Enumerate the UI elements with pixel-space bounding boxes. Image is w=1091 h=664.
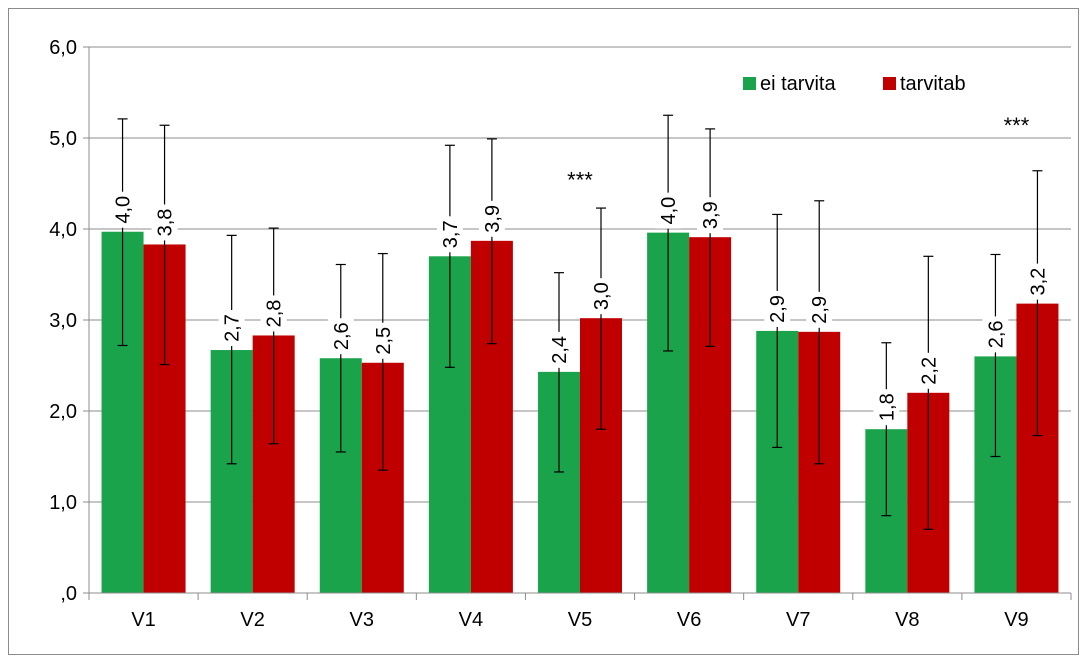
data-label: 1,8 — [873, 389, 900, 426]
data-label-text: 3,7 — [440, 220, 462, 248]
data-label: 3,7 — [436, 216, 463, 253]
data-label-background — [151, 204, 178, 241]
data-labels: 4,0 2,7 2,6 3,7 2,4 4,0 2,9 1,8 2,6 3,8 2,8 2,5 3,9 3… — [109, 112, 1051, 426]
data-label-background — [478, 200, 505, 237]
data-label: 3,9 — [697, 197, 724, 234]
data-label-text: 2,6 — [331, 322, 353, 350]
data-label-text: 3,0 — [591, 282, 613, 310]
data-label-background — [218, 310, 245, 347]
data-label-text: 2,8 — [264, 300, 286, 328]
data-label-text: 3,9 — [700, 201, 722, 229]
x-tick-label: V6 — [677, 609, 701, 631]
data-label-background — [260, 295, 287, 332]
x-tick-label: V9 — [1004, 609, 1028, 631]
axes: ,0 1,0 2,0 3,0 4,0 5,0 6,0 V1 V2 V3 V4 V5 V6 V7 V8 V9 — [49, 37, 1072, 631]
data-label-text: 2,7 — [222, 314, 244, 342]
x-tick-label: V4 — [459, 609, 483, 631]
significance-marker: *** — [1004, 113, 1030, 138]
legend-label: tarvitab — [900, 73, 966, 95]
data-label: 3,2 — [1024, 263, 1051, 300]
data-label-background — [327, 318, 354, 355]
data-label-text: 2,4 — [549, 336, 571, 364]
legend-swatch — [743, 77, 756, 90]
significance-background — [556, 167, 604, 190]
data-label: 2,6 — [327, 318, 354, 355]
y-tick-label: 2,0 — [49, 401, 77, 423]
data-label-text: 2,6 — [985, 320, 1007, 348]
data-label-background — [1024, 263, 1051, 300]
data-label: 2,9 — [764, 290, 791, 327]
data-label: 2,4 — [546, 331, 572, 368]
data-label-text: 4,0 — [658, 197, 680, 225]
data-label: 2,8 — [260, 295, 287, 332]
x-tick-label: V7 — [786, 609, 810, 631]
data-label: 2,7 — [218, 310, 245, 347]
data-label: 2,6 — [982, 316, 1009, 353]
data-label: 2,5 — [369, 322, 396, 359]
data-label-background — [655, 192, 682, 229]
significance-marker: *** — [567, 168, 593, 193]
y-tick-label: 6,0 — [49, 37, 77, 59]
data-label-background — [369, 322, 396, 359]
data-label: 4,0 — [109, 191, 136, 228]
data-label: 2,9 — [806, 291, 833, 328]
x-tick-label: V3 — [350, 609, 374, 631]
x-tick-label: V8 — [895, 609, 919, 631]
data-label-text: 3,2 — [1027, 268, 1049, 296]
data-label-background — [697, 197, 724, 234]
legend-label: ei tarvita — [760, 73, 836, 95]
data-label-background — [915, 352, 942, 389]
legend-swatch — [883, 77, 896, 90]
data-label-text: 2,5 — [373, 327, 395, 355]
data-label-text: 2,2 — [918, 357, 940, 385]
x-tick-label: V2 — [240, 609, 264, 631]
y-tick-label: 3,0 — [49, 310, 77, 332]
data-label-background — [588, 278, 614, 315]
data-label: 3,8 — [151, 204, 178, 241]
data-label-text: 3,9 — [482, 205, 504, 233]
y-tick-label: 1,0 — [49, 492, 77, 514]
y-tick-label: 5,0 — [49, 128, 77, 150]
data-label: 2,2 — [915, 352, 942, 389]
data-label-text: 2,9 — [767, 295, 789, 323]
significance-background — [992, 112, 1041, 135]
x-tick-label: V5 — [568, 609, 592, 631]
data-label: 3,9 — [478, 200, 505, 237]
data-label-background — [873, 389, 900, 426]
y-tick-label: ,0 — [60, 583, 77, 605]
data-label-text: 4,0 — [113, 196, 135, 224]
data-label-background — [109, 191, 136, 228]
bars — [101, 231, 1059, 594]
data-label-background — [806, 291, 833, 328]
y-tick-label: 4,0 — [49, 219, 77, 241]
error-bars — [117, 114, 1043, 530]
data-label-background — [982, 316, 1009, 353]
chart-frame: 4,0 2,7 2,6 3,7 2,4 4,0 2,9 1,8 2,6 3,8 2,8 2,5 3,9 3… — [8, 8, 1079, 655]
data-label-background — [546, 331, 572, 368]
data-label-text: 3,8 — [155, 209, 177, 237]
data-label: 3,0 — [588, 278, 614, 315]
data-label-text: 1,8 — [876, 393, 898, 421]
data-label: 4,0 — [655, 192, 682, 229]
data-label-background — [764, 290, 791, 327]
legend: ei tarvita tarvitab — [743, 73, 966, 95]
data-label-background — [436, 216, 463, 253]
x-tick-label: V1 — [131, 609, 155, 631]
data-label-text: 2,9 — [809, 296, 831, 324]
bar-chart: 4,0 2,7 2,6 3,7 2,4 4,0 2,9 1,8 2,6 3,8 2,8 2,5 3,9 3… — [49, 37, 1072, 631]
